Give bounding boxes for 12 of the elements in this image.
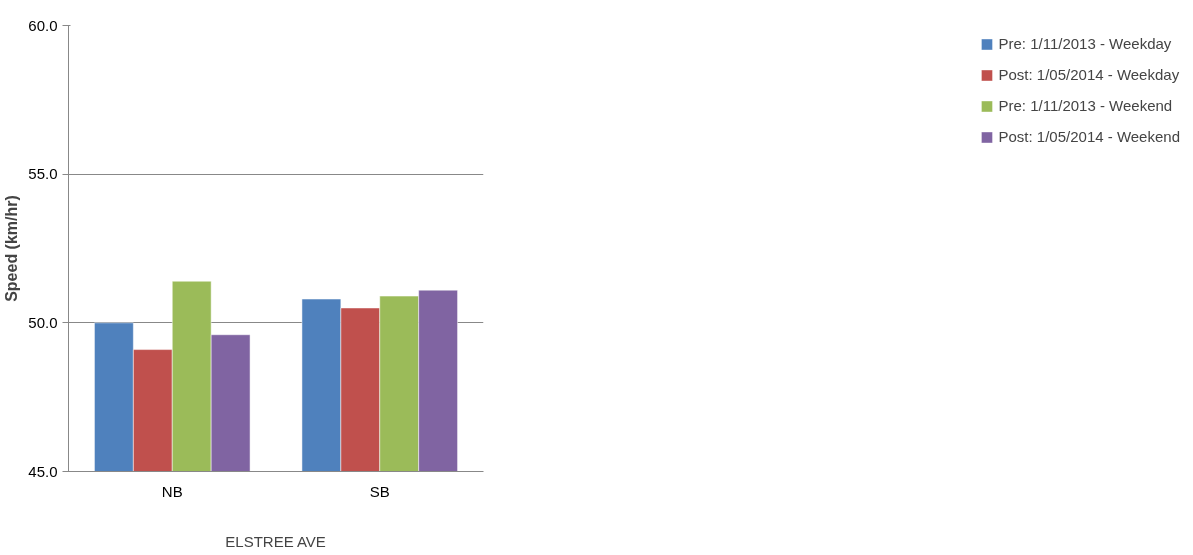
y-tick-label: 45.0	[28, 462, 58, 480]
y-tick-label: 55.0	[28, 165, 58, 183]
legend-label: Pre: 1/11/2013 - Weekend	[998, 97, 1173, 114]
legend-label: Post: 1/05/2014 - Weekend	[998, 128, 1180, 145]
x-axis-title: ELSTREE AVE	[225, 532, 326, 550]
x-tick-label: SB	[369, 482, 390, 500]
y-axis-title: Speed (km/hr)	[3, 195, 21, 302]
legend-label: Post: 1/05/2014 - Weekday	[998, 66, 1180, 83]
y-tick-label: 60.0	[28, 16, 58, 34]
legend-label: Pre: 1/11/2013 - Weekday	[998, 35, 1172, 52]
x-tick-label: NB	[161, 482, 183, 500]
y-tick-label: 50.0	[28, 313, 58, 331]
